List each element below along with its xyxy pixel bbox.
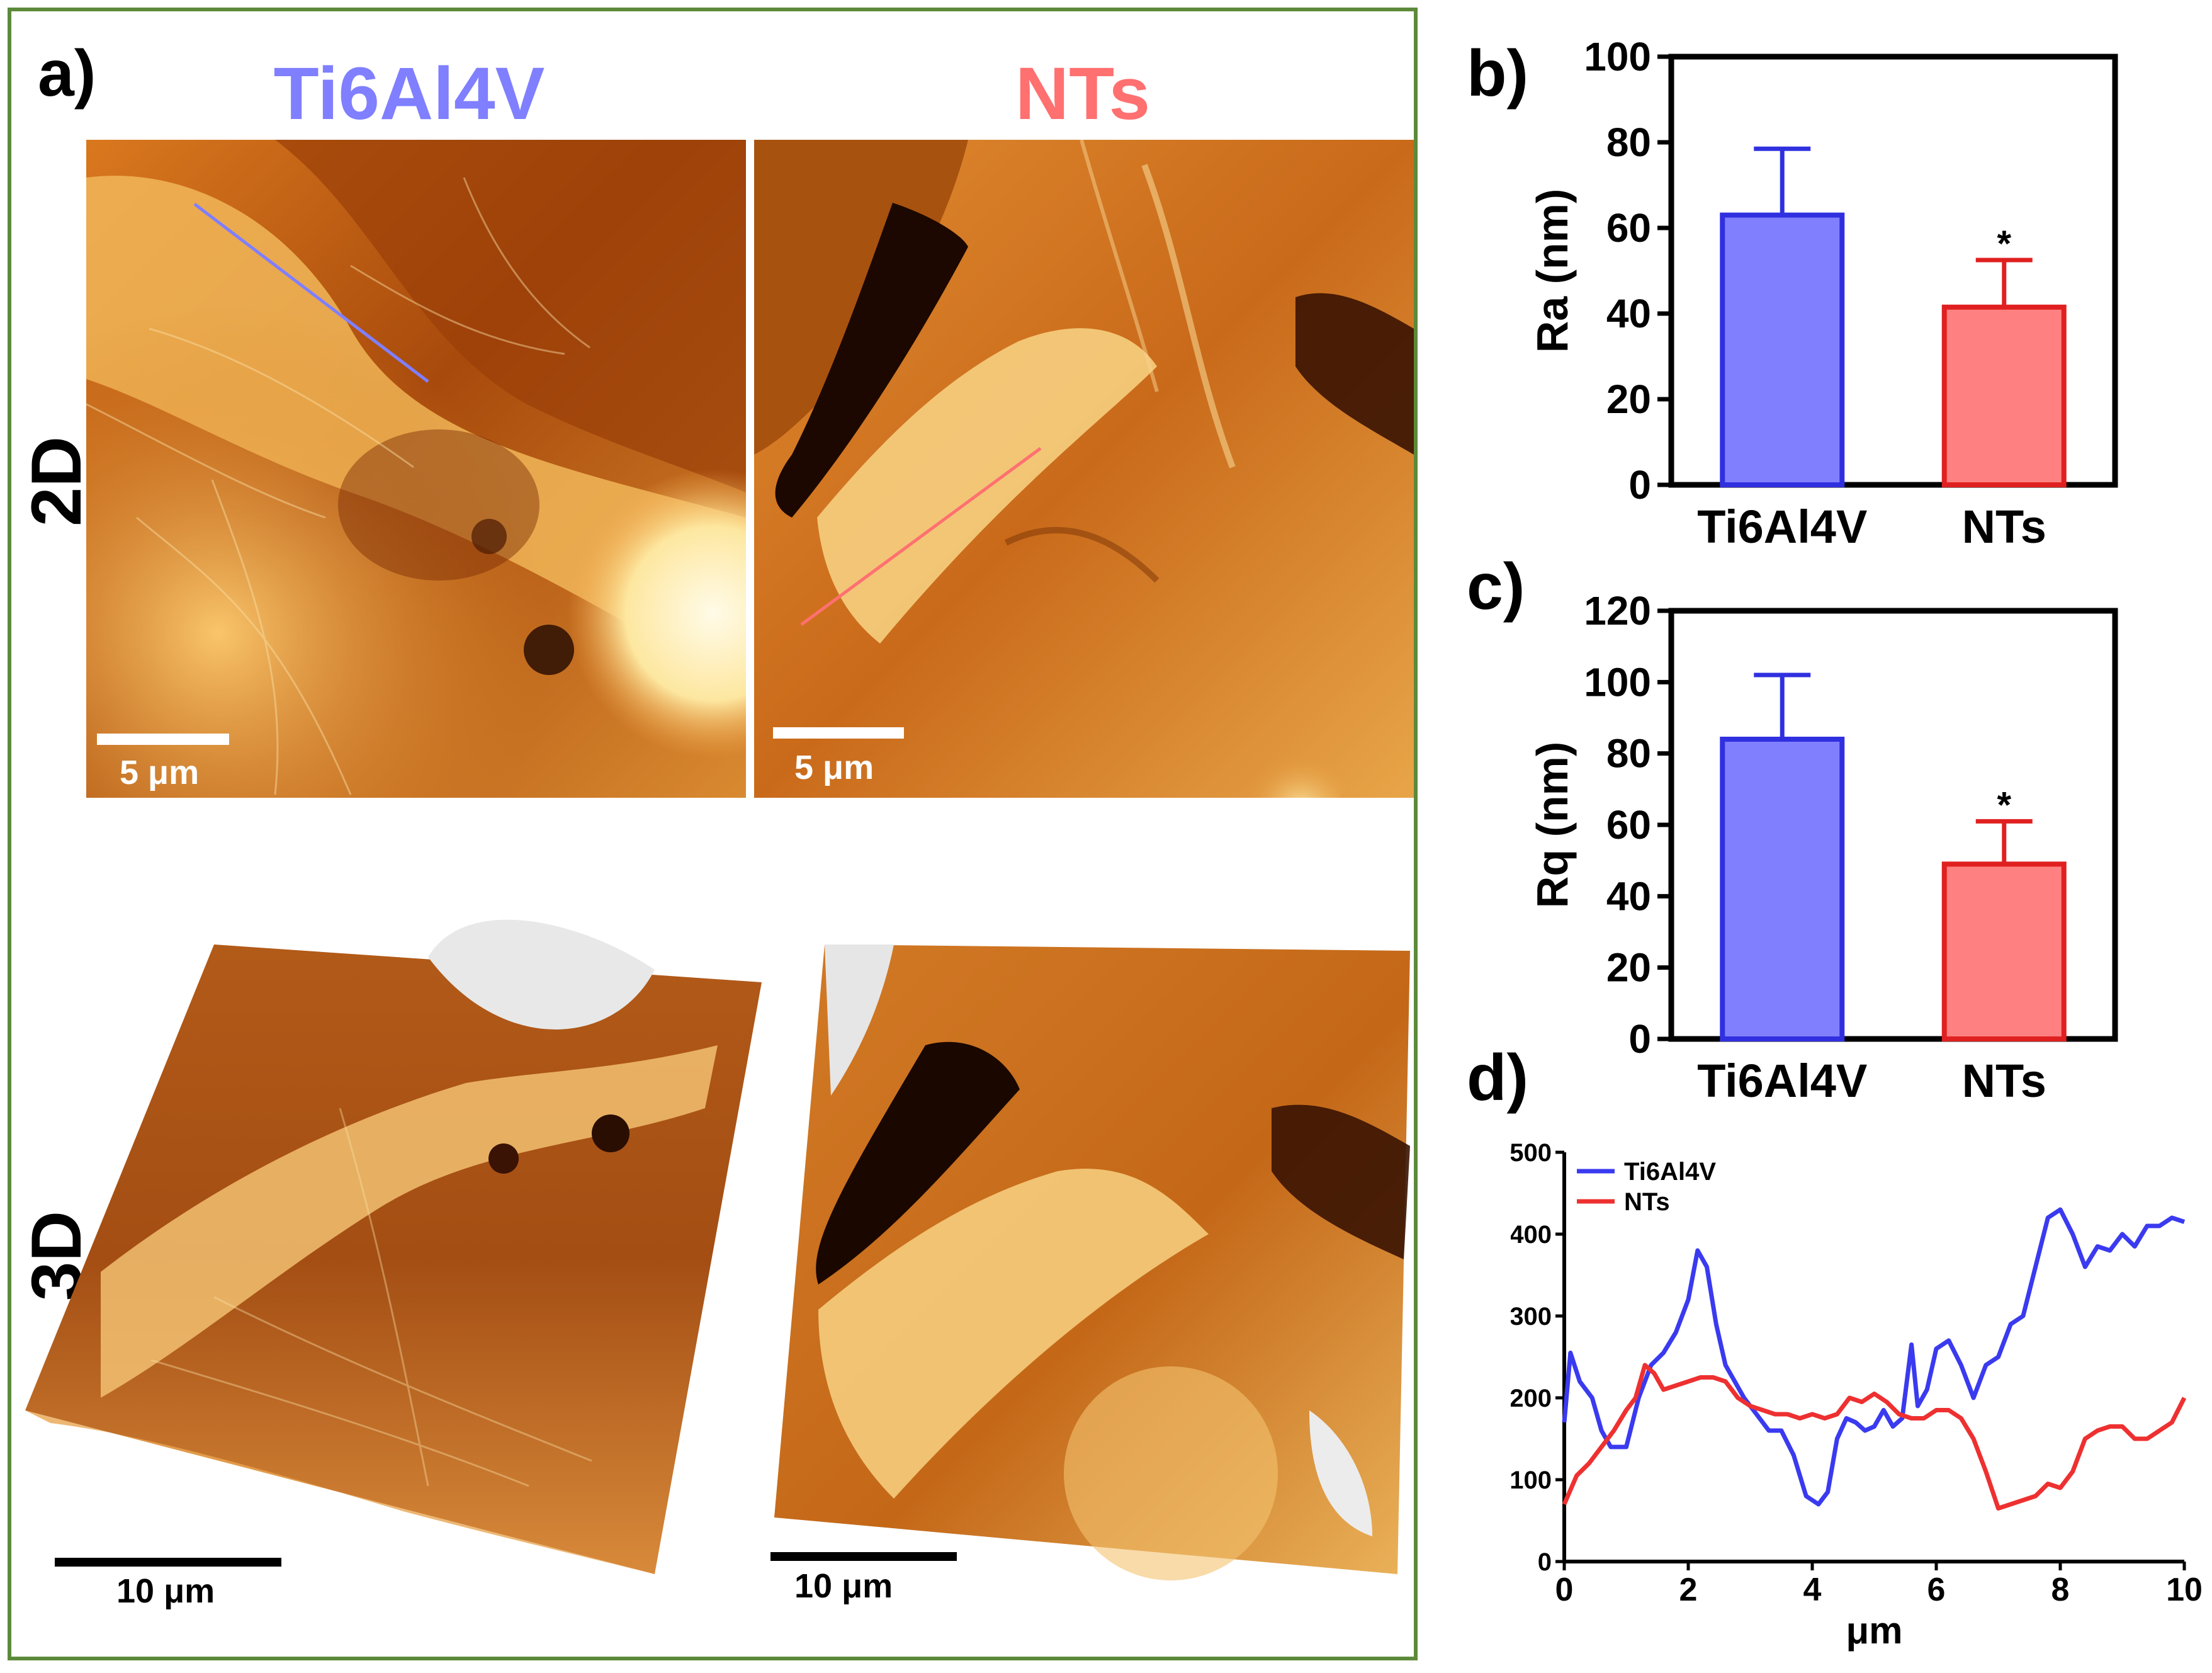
chart-d-legend-label: NTs (1624, 1188, 1670, 1216)
afm-2d-nts-image (754, 140, 1414, 798)
chart-b-ytick-label: 0 (1628, 462, 1651, 508)
chart-c-ytick-label: 80 (1606, 731, 1651, 776)
chart-d-ytick-label: 200 (1511, 1385, 1552, 1412)
afm-3d-nts-surface (774, 944, 1410, 1580)
chart-c-ytick-label: 100 (1584, 659, 1651, 705)
chart-c-ytick-label: 120 (1584, 588, 1651, 633)
chart-c-ytick-label: 40 (1606, 873, 1651, 919)
chart-d-ytick-label: 400 (1511, 1221, 1552, 1249)
row-label-2d: 2D (17, 436, 96, 526)
chart-c-ytick-label: 60 (1606, 802, 1651, 848)
chart-b-ytick-label: 100 (1584, 34, 1651, 79)
scalebar-2d-nts (773, 727, 904, 739)
chart-c-ytick-label: 20 (1606, 945, 1651, 990)
chart-d-xtick-label: 8 (2051, 1572, 2070, 1608)
scalebar-2d-nts-label: 5 μm (794, 749, 874, 786)
chart-b-significance-mark: * (1997, 224, 2011, 264)
chart-b-ytick-label: 20 (1606, 377, 1651, 422)
afm-2d-ti6al4v-image (86, 140, 746, 798)
column-title-ti6al4v: Ti6Al4V (273, 52, 545, 135)
chart-c-xtick-label: Ti6Al4V (1697, 1055, 1867, 1102)
scalebar-3d-nts-label: 10 μm (794, 1567, 893, 1605)
afm-3d-ti6al4v-image (25, 919, 781, 1618)
chart-d-ytick-label: 500 (1511, 1139, 1552, 1167)
chart-d-xtick-label: 10 (2166, 1572, 2203, 1608)
chart-c-ytick-label: 0 (1628, 1016, 1651, 1062)
chart-b-bar-ti6al4v (1720, 212, 1845, 487)
chart-c-significance-mark: * (1997, 785, 2011, 825)
chart-b-plot-frame (1668, 54, 2118, 488)
panel-a-frame (8, 8, 1418, 1660)
chart-b-ra: 0 20 40 60 80 100 Ti6Al4V * NTs Ra (nm) (1528, 34, 2118, 548)
chart-c-bar-ti6al4v (1720, 737, 1845, 1041)
panel-a-label: a) (38, 37, 96, 110)
column-title-nts: NTs (1015, 52, 1151, 135)
chart-c-rq: 0 20 40 60 80 100 120 Ti6Al4V * NTs Rq (nm) (1528, 588, 2118, 1102)
chart-b-xtick-label: NTs (1962, 501, 2046, 548)
chart-b-ylabel: Ra (nm) (1528, 189, 1577, 353)
chart-d-xtick-label: 4 (1803, 1572, 1822, 1608)
chart-d-legend-label: Ti6Al4V (1624, 1158, 1716, 1186)
chart-c-xtick-label: NTs (1962, 1055, 2046, 1102)
chart-d-ytick-label: 0 (1538, 1548, 1552, 1576)
afm-2d-ti6al4v-texture (86, 140, 746, 798)
afm-2d-nts-texture (754, 140, 1414, 798)
scalebar-3d-ti6al4v-label: 10 μm (116, 1572, 215, 1610)
chart-b-bar-nts (1941, 304, 2067, 487)
chart-d-ytick-label: 300 (1511, 1303, 1552, 1330)
chart-b-ytick-label: 60 (1606, 205, 1651, 251)
chart-c-bar-nts (1941, 861, 2067, 1041)
chart-d-xtick-label: 6 (1927, 1572, 1946, 1608)
afm-3d-ti6al4v-surface (25, 919, 762, 1574)
scalebar-2d-ti6al4v (97, 734, 229, 745)
chart-d-xtick-label: 2 (1679, 1572, 1698, 1608)
chart-b-ytick-label: 80 (1606, 120, 1651, 165)
chart-d-xtick-label: 0 (1555, 1572, 1574, 1608)
chart-b-ytick-label: 40 (1606, 291, 1651, 336)
scalebar-3d-ti6al4v (55, 1558, 281, 1567)
chart-d-xlabel: μm (1846, 1609, 1902, 1652)
scalebar-2d-ti6al4v-label: 5 μm (120, 754, 200, 791)
chart-c-ylabel: Rq (nm) (1528, 742, 1577, 908)
panel-c-label: c) (1467, 550, 1525, 623)
chart-b-xtick-label: Ti6Al4V (1697, 501, 1867, 548)
afm-3d-nts-image (768, 932, 1416, 1593)
chart-d-series-ti6al4v (1562, 1207, 2186, 1507)
scalebar-3d-nts (770, 1552, 957, 1561)
panel-d-label: d) (1467, 1041, 1529, 1114)
chart-d-ylabel: nm (1511, 1330, 1514, 1383)
panel-b-label: b) (1467, 37, 1529, 110)
chart-d-series-nts (1562, 1363, 2187, 1511)
chart-d-ytick-label: 100 (1511, 1466, 1552, 1494)
